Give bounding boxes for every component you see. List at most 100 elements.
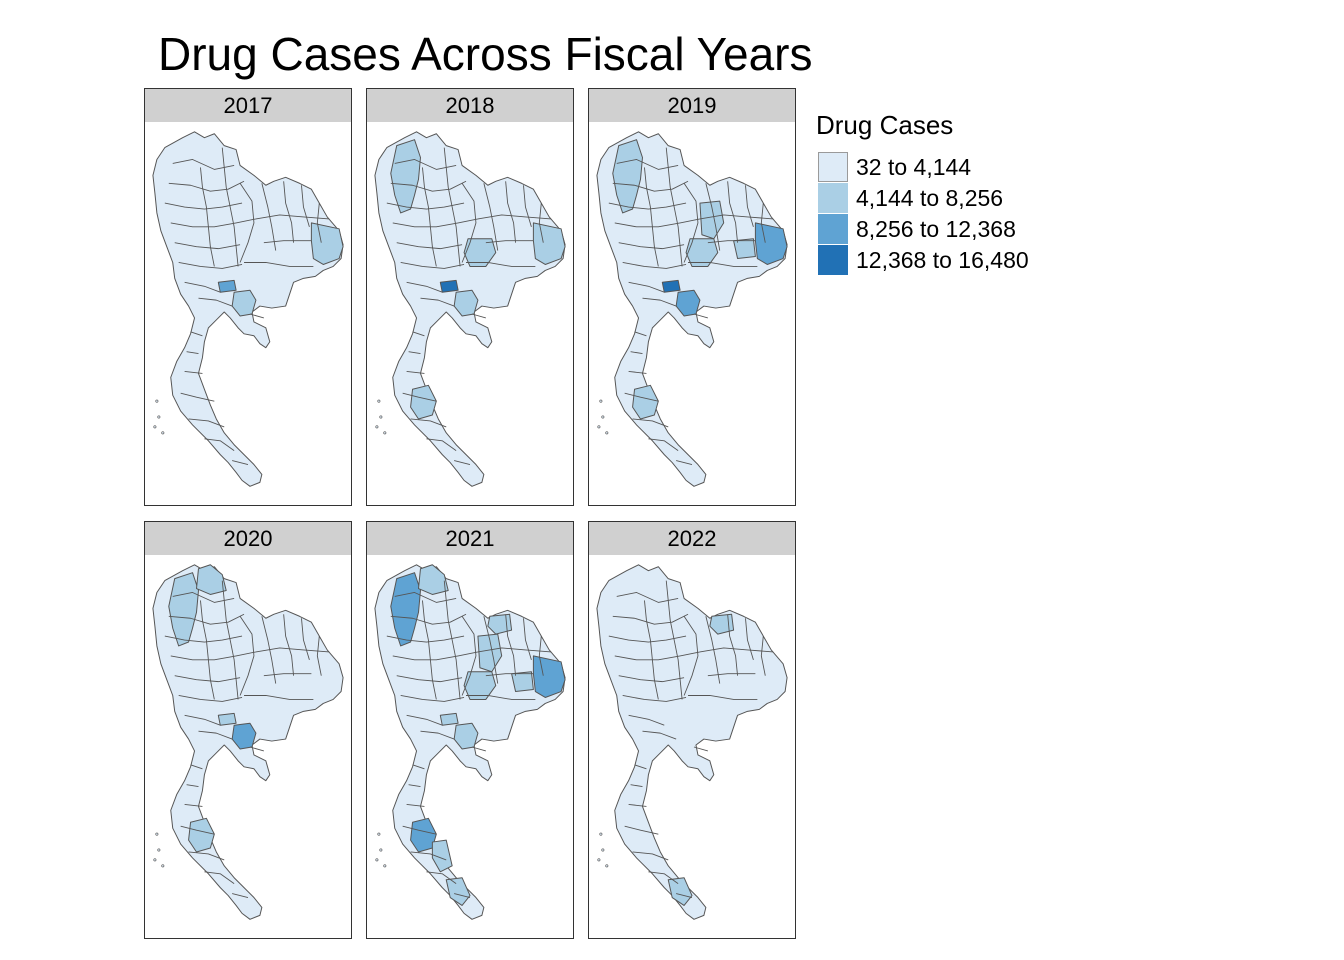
province-boundary <box>642 297 677 307</box>
province-boundary <box>390 613 467 625</box>
facet-label: 2018 <box>366 88 574 124</box>
province-boundary <box>760 203 766 243</box>
province-khonkaen <box>699 200 725 240</box>
province-boundary <box>688 262 758 267</box>
province-boundary <box>249 746 264 752</box>
province-boundary <box>390 180 467 192</box>
island <box>605 431 609 435</box>
thailand-map <box>152 564 344 920</box>
province-chiangmai <box>390 139 421 214</box>
province-boundary <box>204 871 235 885</box>
province-boundary <box>422 600 437 700</box>
map-area <box>588 122 796 506</box>
province-boundary <box>485 673 534 677</box>
province-boundary <box>628 714 665 726</box>
province-boundary <box>301 618 310 660</box>
legend-item: 8,256 to 12,368 <box>816 214 1016 245</box>
province-boundary <box>477 214 552 220</box>
province-chiangmai <box>390 572 421 647</box>
facet-label: 2021 <box>366 521 574 557</box>
province-boundary <box>426 871 457 885</box>
province-songkhla <box>667 877 693 906</box>
province-boundary <box>244 695 314 700</box>
island <box>377 832 381 836</box>
province-korat <box>463 671 497 700</box>
province-boundary <box>618 242 685 250</box>
island <box>383 431 387 435</box>
map-panel-2022: 2022 <box>588 521 796 939</box>
province-ubon <box>310 222 344 265</box>
province-boundary <box>221 147 239 267</box>
province-boundary <box>255 647 330 653</box>
province-boundary <box>170 218 257 228</box>
legend-label: 12,368 to 16,480 <box>856 247 1029 273</box>
legend-item: 12,368 to 16,480 <box>816 245 1029 276</box>
thailand-map <box>374 564 566 920</box>
province-boundary <box>699 647 774 653</box>
province-boundary <box>184 370 203 374</box>
island <box>153 425 157 429</box>
province-boundary <box>612 613 689 625</box>
province-boundary <box>396 675 463 683</box>
province-boundary <box>184 714 221 726</box>
province-boundary <box>200 600 215 700</box>
province-boundary <box>707 240 756 244</box>
province-boundary <box>745 618 754 660</box>
province-chonburi <box>675 289 701 317</box>
island <box>377 399 381 403</box>
province-boundary <box>634 764 647 770</box>
province-boundary <box>632 418 669 428</box>
province-boundary <box>402 392 437 402</box>
province-boundary <box>622 695 687 702</box>
province-boundary <box>608 635 687 643</box>
island <box>605 864 609 868</box>
province-ubon <box>532 222 566 265</box>
province-boundary <box>174 675 241 683</box>
province-boundary <box>699 214 774 220</box>
province-chiangmai <box>612 139 643 214</box>
province-boundary <box>644 600 659 700</box>
island <box>161 864 165 868</box>
province-suratthani <box>188 817 215 853</box>
province-boundary <box>505 614 517 676</box>
province-boundary <box>693 746 708 752</box>
province-boundary <box>485 240 534 244</box>
island <box>155 399 159 403</box>
province-boundary <box>608 202 687 210</box>
province-boundary <box>505 181 517 243</box>
province-boundary <box>402 825 437 835</box>
province-boundary <box>477 647 552 653</box>
legend-item: 4,144 to 8,256 <box>816 183 1003 214</box>
province-boundary <box>188 851 225 861</box>
province-boundary <box>392 651 479 661</box>
province-boundary <box>244 262 314 267</box>
province-boundary <box>471 313 486 319</box>
map-area <box>588 555 796 939</box>
province-boundary <box>168 613 245 625</box>
province-boundary <box>634 331 647 337</box>
province-boundary <box>412 331 425 337</box>
island <box>597 425 601 429</box>
province-boundary <box>204 438 235 452</box>
province-boundary <box>263 240 312 244</box>
legend-swatch <box>818 183 848 213</box>
map-panel-2020: 2020 <box>144 521 352 939</box>
province-boundary <box>186 784 199 788</box>
province-ubon <box>754 222 788 265</box>
island <box>161 431 165 435</box>
island <box>383 864 387 868</box>
province-boundary <box>316 636 322 676</box>
province-boundary <box>400 695 465 702</box>
province-bangkok <box>217 279 237 293</box>
province-boundary <box>198 297 233 307</box>
province-boundary <box>408 351 421 355</box>
province-boundary <box>727 181 739 243</box>
province-chiangrai <box>196 564 227 595</box>
thailand-map <box>596 131 788 487</box>
province-boundary <box>618 675 685 683</box>
island <box>157 415 161 419</box>
legend-swatch <box>818 245 848 275</box>
province-boundary <box>316 203 322 243</box>
province-bangkok <box>439 712 459 726</box>
province-boundary <box>164 202 243 210</box>
